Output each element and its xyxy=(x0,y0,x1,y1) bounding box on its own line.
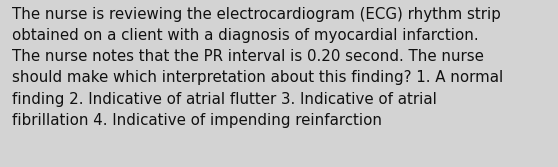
Text: The nurse is reviewing the electrocardiogram (ECG) rhythm strip
obtained on a cl: The nurse is reviewing the electrocardio… xyxy=(12,7,503,128)
